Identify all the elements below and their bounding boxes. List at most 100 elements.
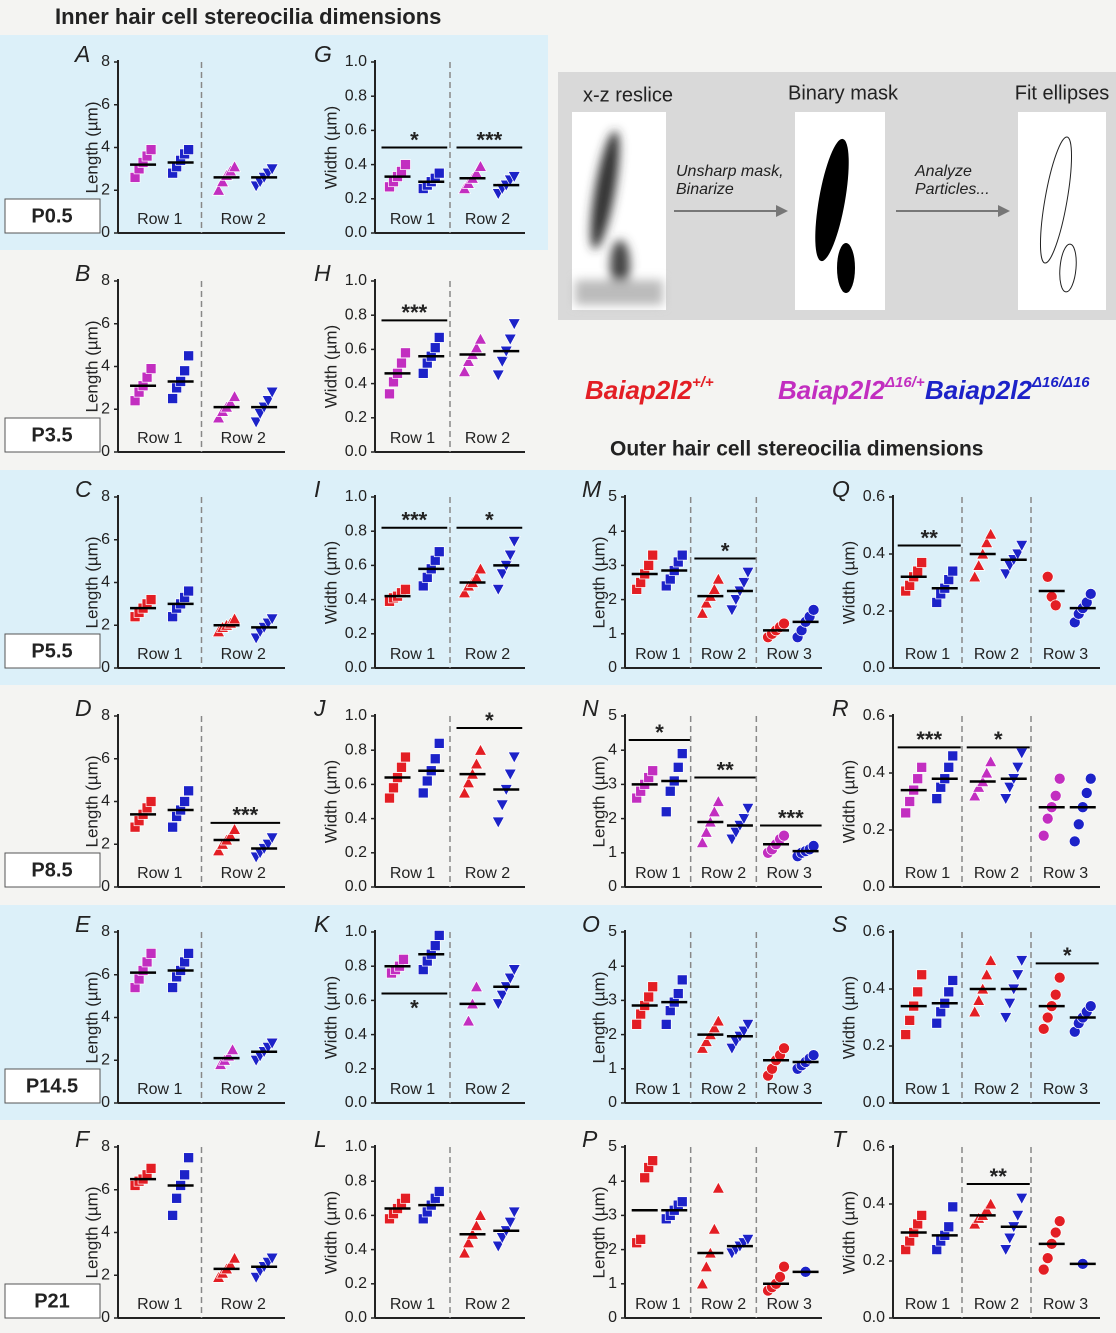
- y-tick-label: 0: [608, 878, 617, 895]
- ellipse-fit: [1059, 243, 1077, 293]
- point: [495, 989, 509, 1003]
- row-label: Row 1: [137, 211, 182, 228]
- point: [972, 993, 986, 1006]
- y-tick-label: 0.6: [863, 488, 885, 505]
- point: [469, 340, 484, 354]
- y-tick-label: 5: [608, 707, 617, 724]
- y-tick-label: 0.6: [863, 707, 885, 724]
- point: [664, 785, 676, 797]
- point: [676, 549, 688, 561]
- point: [167, 821, 178, 833]
- row-label: Row 2: [974, 865, 1019, 882]
- panel: 0 2 4 6 8F Length (µm) P21 Row 1 Row 2: [4, 1126, 285, 1326]
- point: [707, 1222, 721, 1235]
- y-tick-label: 6: [101, 531, 110, 548]
- point: [400, 159, 411, 170]
- panel-letter: R: [832, 695, 849, 721]
- y-tick-label: 0.0: [345, 878, 367, 895]
- point: [1015, 747, 1029, 760]
- y-tick-label: 0.0: [863, 1309, 885, 1326]
- y-tick-label: 1.0: [345, 1138, 367, 1155]
- panel-letter: C: [75, 476, 92, 502]
- point: [398, 954, 409, 965]
- y-tick-label: 0.6: [345, 1207, 367, 1224]
- y-tick-label: 0: [101, 878, 110, 895]
- age-box: [4, 633, 101, 669]
- point: [507, 536, 521, 549]
- point: [491, 998, 505, 1011]
- point: [999, 568, 1013, 581]
- significance-label: *: [485, 508, 494, 533]
- ellipse-fit: [1039, 136, 1073, 264]
- y-tick-label: 3: [608, 776, 617, 793]
- point: [1041, 570, 1054, 583]
- point: [183, 948, 194, 959]
- row-label: Row 3: [1043, 646, 1088, 663]
- point: [900, 1029, 912, 1040]
- age-box: [4, 852, 101, 888]
- point: [473, 159, 488, 172]
- point: [778, 1260, 790, 1273]
- point: [729, 594, 743, 607]
- point: [1084, 1000, 1097, 1012]
- y-tick-label: 0.2: [345, 625, 367, 642]
- y-tick-label: 0.2: [863, 821, 885, 838]
- point: [491, 369, 505, 382]
- point: [457, 364, 472, 377]
- point: [660, 806, 672, 818]
- row-label: Row 1: [137, 430, 182, 447]
- row-label: Row 2: [465, 1296, 510, 1313]
- y-axis-label: Width (µm): [839, 1191, 858, 1274]
- y-tick-label: 6: [101, 1181, 110, 1198]
- point: [778, 1042, 790, 1055]
- arrow-label: Unsharp mask,: [676, 163, 784, 180]
- point: [1041, 1011, 1054, 1024]
- legend-name: Baiap2l2: [585, 375, 692, 405]
- point: [507, 1206, 521, 1219]
- y-axis-label: Width (µm): [839, 760, 858, 843]
- point: [183, 350, 194, 362]
- row-label: Row 1: [390, 1081, 435, 1098]
- point: [1049, 1226, 1062, 1239]
- y-axis-label: Width (µm): [839, 541, 858, 624]
- point: [179, 796, 190, 807]
- point: [695, 835, 709, 848]
- point: [171, 1192, 182, 1204]
- row-label: Row 3: [1043, 1081, 1088, 1098]
- y-tick-label: 1.0: [345, 923, 367, 940]
- point: [265, 1037, 279, 1050]
- significance-label: ***: [232, 803, 258, 828]
- row-label: Row 3: [766, 1296, 811, 1313]
- y-tick-label: 5: [608, 1138, 617, 1155]
- age-label: P0.5: [31, 205, 72, 227]
- y-tick-label: 0.2: [863, 602, 885, 619]
- point: [491, 583, 505, 597]
- significance-label: *: [994, 727, 1003, 752]
- point: [503, 972, 517, 985]
- y-tick-label: 0.6: [345, 341, 367, 358]
- point: [495, 799, 509, 812]
- y-tick-label: 0.4: [345, 375, 367, 392]
- point: [807, 840, 820, 852]
- significance-label: ***: [402, 508, 428, 533]
- y-tick-label: 4: [608, 1172, 617, 1189]
- point: [699, 825, 713, 838]
- figure-title: Inner hair cell stereocilia dimensions: [55, 4, 441, 29]
- y-tick-label: 8: [101, 53, 110, 70]
- y-tick-label: 1: [608, 1060, 617, 1077]
- point: [473, 562, 488, 575]
- y-tick-label: 0.8: [345, 957, 367, 974]
- significance-label: *: [485, 708, 494, 733]
- inset-label: x-z reslice: [583, 84, 673, 106]
- point: [737, 813, 751, 826]
- point: [1041, 1252, 1054, 1265]
- point: [183, 585, 194, 597]
- point: [491, 1240, 505, 1253]
- point: [433, 167, 445, 179]
- y-tick-label: 6: [101, 315, 110, 332]
- y-tick-label: 0.0: [863, 1094, 885, 1111]
- point: [1080, 787, 1093, 799]
- legend: Baiap2l2+/+ Baiap2l2Δ16/+ Baiap2l2Δ16/Δ16: [585, 374, 1090, 404]
- panel-letter: P: [582, 1126, 598, 1152]
